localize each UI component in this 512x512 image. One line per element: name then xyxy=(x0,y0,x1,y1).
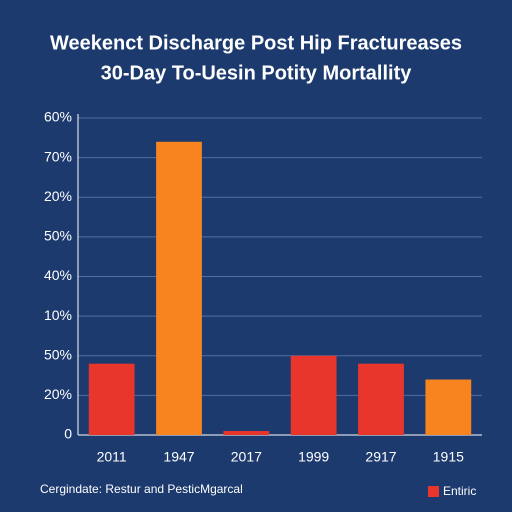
y-tick-label: 50% xyxy=(44,346,72,362)
legend-swatch xyxy=(428,486,439,497)
source-note: Cergindate: Restur and PesticMgarcal xyxy=(40,482,243,496)
legend-label: Entiric xyxy=(443,484,476,498)
x-tick-label: 2017 xyxy=(231,449,262,465)
chart-subtitle: 30-Day To-Uesin Potity Mortallity xyxy=(101,62,413,84)
bar xyxy=(223,431,270,435)
chart-title: Weekenct Discharge Post Hip Fractureases xyxy=(50,32,462,54)
bar xyxy=(290,355,337,435)
x-tick-label: 1999 xyxy=(298,449,329,465)
y-tick-label: 70% xyxy=(44,148,72,164)
bar xyxy=(88,363,135,435)
y-tick-label: 50% xyxy=(44,228,72,244)
y-tick-label: 20% xyxy=(44,188,72,204)
bar xyxy=(425,379,472,435)
x-tick-label: 1915 xyxy=(433,449,464,465)
y-tick-label: 20% xyxy=(44,386,72,402)
y-tick-label: 0 xyxy=(64,426,72,442)
y-tick-label: 10% xyxy=(44,307,72,323)
bar xyxy=(156,141,202,435)
y-tick-label: 60% xyxy=(44,109,72,125)
x-tick-label: 2011 xyxy=(97,449,127,465)
y-tick-label: 40% xyxy=(44,267,72,283)
bar xyxy=(358,363,404,435)
x-tick-label: 2917 xyxy=(365,449,396,465)
x-tick-label: 1947 xyxy=(163,449,194,465)
